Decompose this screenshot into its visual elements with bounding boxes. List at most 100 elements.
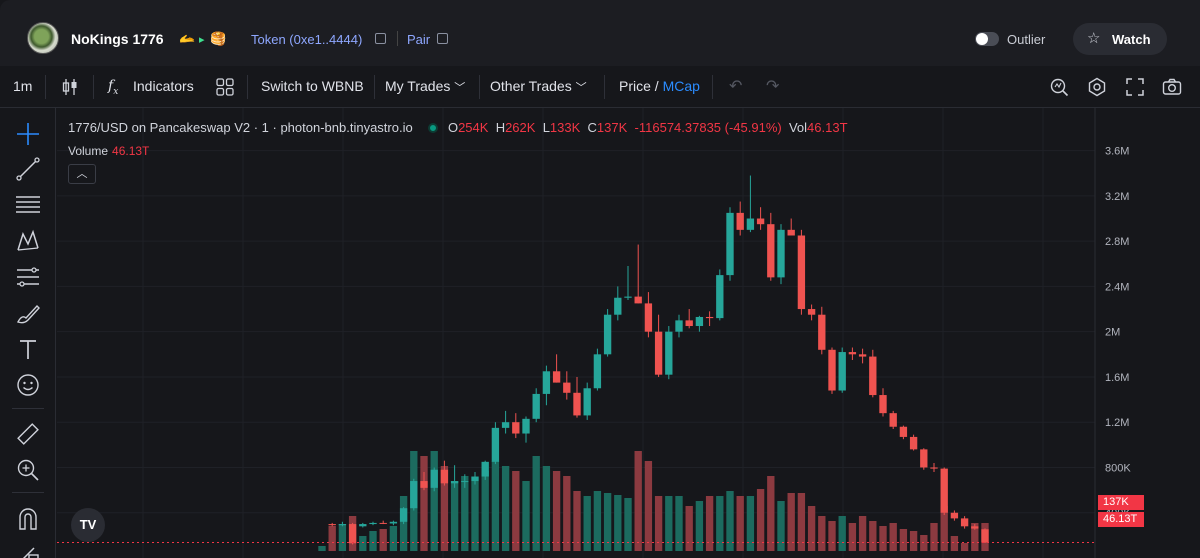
horizontal-lines-icon[interactable] — [15, 192, 41, 218]
undo-icon[interactable]: ↶ — [729, 78, 743, 95]
copy-icon[interactable] — [437, 33, 448, 44]
volume-bar — [920, 535, 928, 551]
candle-body — [960, 518, 969, 527]
ruler-icon[interactable] — [15, 421, 41, 447]
volume-bar — [971, 523, 979, 551]
volume-bar — [746, 496, 755, 551]
volume-value: 46.13T — [112, 144, 150, 158]
text-icon[interactable] — [15, 336, 41, 362]
price-mcap-switch[interactable]: Price / MCap — [619, 78, 700, 94]
chart-toolbar: 1m fx Indicators Switch to WBNB My Trade… — [0, 66, 1200, 108]
mcap-option[interactable]: MCap — [662, 78, 700, 94]
volume-bar — [552, 471, 561, 551]
switch-wbnb-button[interactable]: Switch to WBNB — [261, 78, 364, 94]
ohlc-legend: 1776/USD on Pancakeswap V2 · 1 · photon-… — [68, 120, 848, 135]
watch-button[interactable]: ☆ Watch — [1073, 23, 1167, 55]
other-trades-dropdown[interactable]: Other Trades ﹀ — [490, 78, 587, 95]
redo-icon[interactable]: ↷ — [766, 78, 780, 95]
candle-body — [930, 467, 938, 469]
candle-body — [440, 469, 449, 484]
volume-legend: Volume 46.13T — [68, 144, 149, 158]
y-tick-label: 1.6M — [1105, 372, 1129, 384]
candle-body — [838, 352, 846, 391]
toolbar-divider — [247, 75, 248, 99]
candle-body — [328, 524, 336, 526]
volume-bar — [614, 495, 622, 551]
chevron-down-icon: ﹀ — [575, 82, 587, 94]
volume-bar — [328, 526, 336, 551]
candle-body — [807, 309, 816, 315]
interval-button[interactable]: 1m — [13, 78, 33, 94]
low-value: 133K — [549, 120, 581, 135]
volume-bar — [879, 526, 887, 551]
candle-body — [787, 229, 795, 236]
candle-body — [716, 275, 724, 319]
my-trades-label: My Trades — [385, 78, 451, 94]
camera-icon[interactable] — [1162, 77, 1182, 97]
pattern-icon[interactable] — [15, 228, 41, 254]
candle-body — [532, 393, 540, 419]
volume-bar — [736, 496, 744, 551]
trend-line-icon[interactable] — [15, 156, 41, 182]
volume-bar — [756, 489, 765, 551]
copy-icon[interactable] — [375, 33, 386, 44]
candle-body — [614, 297, 622, 315]
candles — [328, 175, 989, 545]
candle-body — [654, 331, 663, 375]
my-trades-dropdown[interactable]: My Trades ﹀ — [385, 78, 465, 95]
candle-body — [501, 422, 510, 428]
tradingview-logo[interactable]: TV — [71, 508, 105, 542]
volume-bar — [787, 493, 795, 551]
brush-icon[interactable] — [15, 300, 41, 326]
y-tick-label: 2M — [1105, 327, 1120, 339]
candle-style-icon[interactable] — [60, 77, 80, 97]
candle-body — [583, 388, 591, 416]
candle-body — [818, 314, 826, 350]
settings-icon[interactable] — [1087, 77, 1107, 97]
volume-bar — [603, 493, 612, 551]
volume-bar — [379, 529, 387, 551]
drawing-toolbar — [0, 108, 56, 558]
crosshair-icon[interactable] — [15, 121, 41, 147]
collapse-legend-button[interactable]: ︿ — [68, 164, 96, 184]
play-badge-icon: ▸ — [199, 34, 205, 46]
chevron-down-icon: ﹀ — [454, 82, 466, 94]
fib-icon[interactable] — [15, 264, 41, 290]
price-option[interactable]: Price — [619, 78, 651, 94]
high-value: 262K — [505, 120, 536, 135]
quick-search-icon[interactable] — [1049, 77, 1069, 97]
y-tick-label: 2.4M — [1105, 281, 1129, 293]
candle-body — [644, 303, 653, 332]
chart-title: 1776/USD on Pancakeswap V2 · 1 · photon-… — [68, 120, 413, 135]
volume-bar — [359, 536, 367, 551]
candle-body — [777, 229, 785, 278]
change-value: -116574.37835 (-45.91%) — [634, 120, 782, 135]
indicators-button[interactable]: Indicators — [133, 78, 194, 94]
emoji-icon[interactable] — [15, 372, 41, 398]
candle-body — [848, 352, 857, 355]
candle-body — [399, 508, 408, 522]
toolbar-divider — [374, 75, 375, 99]
volume-bar — [522, 481, 530, 551]
token-address-link[interactable]: Token (0xe1..4444) — [251, 32, 363, 47]
volume-bar — [501, 466, 510, 551]
other-trades-label: Other Trades — [490, 78, 572, 94]
watch-label: Watch — [1112, 32, 1151, 47]
outlier-toggle[interactable] — [975, 32, 999, 46]
candle-body — [899, 426, 908, 437]
tool-divider — [12, 408, 44, 409]
candle-body — [705, 316, 714, 319]
volume-bar — [869, 521, 877, 551]
volume-bar — [960, 543, 969, 551]
magnet-icon[interactable] — [15, 505, 41, 531]
candle-body — [430, 469, 438, 488]
pencil-lock-icon[interactable] — [15, 541, 41, 558]
pair-link[interactable]: Pair — [407, 32, 431, 47]
tool-divider — [12, 492, 44, 493]
zoom-in-icon[interactable] — [15, 457, 41, 483]
candle-body — [879, 395, 887, 414]
fullscreen-icon[interactable] — [1125, 77, 1145, 97]
layouts-icon[interactable] — [215, 77, 235, 97]
